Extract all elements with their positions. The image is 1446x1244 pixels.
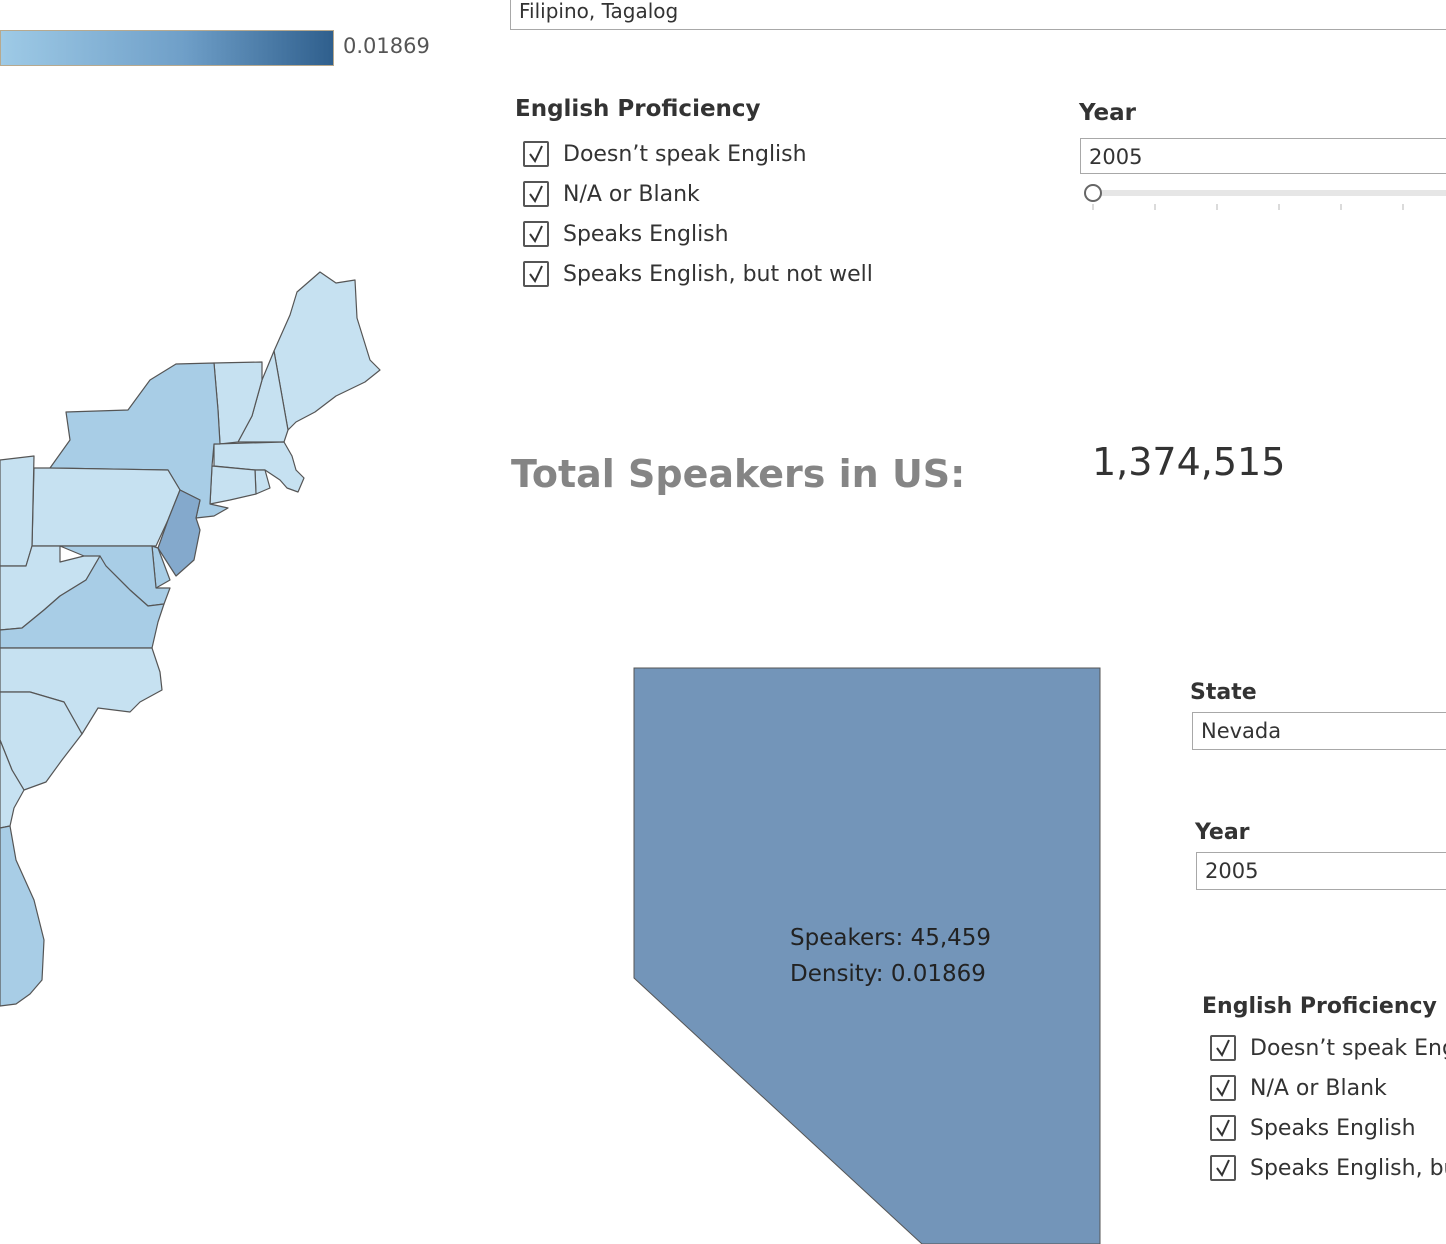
checkbox-label: Doesn’t speak English — [563, 141, 807, 167]
checkbox-checked-icon[interactable] — [1210, 1115, 1236, 1141]
state-virginia[interactable] — [0, 555, 165, 649]
checkbox-speaks-english-2[interactable]: Speaks English — [1210, 1112, 1416, 1144]
checkbox-checked-icon[interactable] — [1210, 1075, 1236, 1101]
slider-handle[interactable] — [1084, 184, 1102, 202]
state-speakers-text: Speakers: 45,459 — [790, 925, 992, 951]
state-maine[interactable] — [273, 271, 381, 431]
checkbox-label: Speaks English — [1250, 1115, 1416, 1141]
legend-max-value: 0.01869 — [343, 34, 430, 58]
checkbox-na-or-blank[interactable]: N/A or Blank — [523, 178, 700, 210]
state-nevada-shape[interactable] — [633, 667, 1101, 1244]
checkbox-doesnt-speak-english-2[interactable]: Doesn’t speak English — [1210, 1032, 1446, 1064]
year-filter-title-2: Year — [1195, 820, 1250, 845]
year-input-2-value: 2005 — [1205, 859, 1259, 883]
checkbox-speaks-english[interactable]: Speaks English — [523, 218, 729, 250]
checkbox-speaks-english-not-well[interactable]: Speaks English, but not well — [523, 258, 873, 290]
state-dropdown[interactable]: Nevada — [1192, 712, 1446, 750]
state-connecticut[interactable] — [209, 465, 257, 505]
checkbox-speaks-english-not-well-2[interactable]: Speaks English, but not well — [1210, 1152, 1446, 1184]
state-tooltip: Speakers: 45,459 Density: 0.01869 — [790, 920, 991, 992]
state-dropdown-value: Nevada — [1201, 719, 1282, 743]
language-dropdown[interactable]: Filipino, Tagalog — [510, 0, 1446, 30]
state-detail-map — [633, 667, 1101, 1244]
total-speakers-value: 1,374,515 — [1092, 440, 1286, 484]
checkbox-label: Speaks English — [563, 221, 729, 247]
state-florida[interactable] — [0, 825, 45, 1007]
state-filter-title: State — [1190, 680, 1257, 705]
checkbox-label: Doesn’t speak English — [1250, 1035, 1446, 1061]
english-proficiency-list-2: Doesn’t speak English N/A or Blank Speak… — [1210, 1030, 1446, 1210]
state-rhode-island[interactable] — [254, 469, 271, 495]
state-pennsylvania[interactable] — [31, 467, 181, 547]
checkbox-label: Speaks English, but not well — [1250, 1155, 1446, 1181]
slider-track[interactable] — [1086, 190, 1446, 196]
state-georgia[interactable] — [0, 739, 25, 829]
checkbox-checked-icon[interactable] — [523, 261, 549, 287]
english-proficiency-title: English Proficiency — [515, 96, 761, 122]
total-speakers-label: Total Speakers in US: — [511, 452, 966, 496]
checkbox-na-or-blank-2[interactable]: N/A or Blank — [1210, 1072, 1387, 1104]
year-input-value: 2005 — [1089, 145, 1143, 169]
year-filter-title: Year — [1079, 100, 1137, 126]
checkbox-checked-icon[interactable] — [1210, 1035, 1236, 1061]
checkbox-checked-icon[interactable] — [1210, 1155, 1236, 1181]
checkbox-checked-icon[interactable] — [523, 181, 549, 207]
state-density-text: Density: 0.01869 — [790, 961, 986, 987]
year-input-2[interactable]: 2005 — [1196, 852, 1446, 890]
state-ohio[interactable] — [0, 455, 35, 567]
language-dropdown-value: Filipino, Tagalog — [519, 0, 679, 23]
english-proficiency-title-2: English Proficiency — [1202, 994, 1437, 1019]
checkbox-label: N/A or Blank — [1250, 1075, 1387, 1101]
us-choropleth-map — [0, 271, 381, 1007]
year-input[interactable]: 2005 — [1080, 138, 1446, 174]
checkbox-label: N/A or Blank — [563, 181, 700, 207]
checkbox-doesnt-speak-english[interactable]: Doesn’t speak English — [523, 138, 807, 170]
checkbox-checked-icon[interactable] — [523, 221, 549, 247]
color-legend-gradient — [0, 30, 334, 66]
checkbox-checked-icon[interactable] — [523, 141, 549, 167]
year-slider[interactable] — [1080, 180, 1446, 214]
checkbox-label: Speaks English, but not well — [563, 261, 873, 287]
state-new-jersey[interactable] — [157, 489, 201, 577]
